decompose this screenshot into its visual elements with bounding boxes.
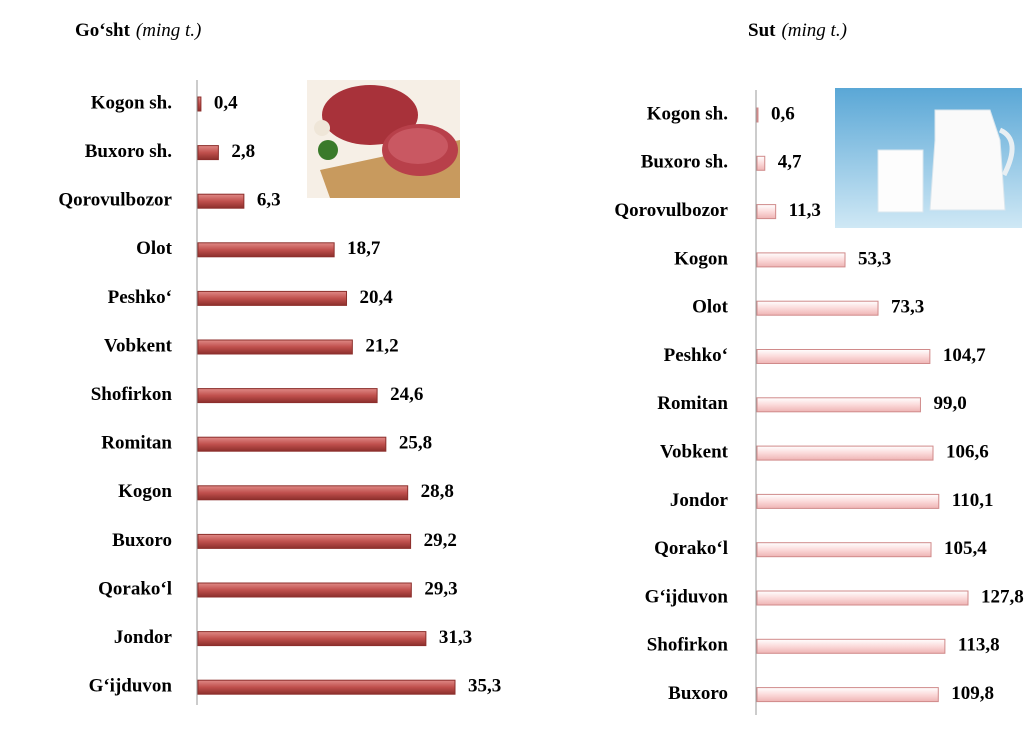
category-label: Jondor xyxy=(670,490,729,511)
value-label: 109,8 xyxy=(951,683,994,704)
category-label: Peshko‘ xyxy=(108,287,172,308)
value-label: 127,8 xyxy=(981,586,1024,607)
category-label: Romitan xyxy=(101,433,172,454)
value-label: 18,7 xyxy=(347,238,381,259)
category-label: Buxoro sh. xyxy=(641,152,728,173)
subtitle: (ming t.) xyxy=(136,20,201,41)
bar xyxy=(756,542,932,558)
bar xyxy=(756,397,921,413)
category-label: Peshko‘ xyxy=(664,345,728,366)
value-label: 0,4 xyxy=(214,92,238,113)
bar xyxy=(197,436,387,452)
bar xyxy=(197,339,353,355)
bar xyxy=(756,638,946,654)
value-label: 99,0 xyxy=(933,393,966,414)
milk-photo xyxy=(835,88,1022,228)
value-label: 2,8 xyxy=(231,141,255,162)
value-label: 53,3 xyxy=(858,248,891,269)
category-label: Buxoro xyxy=(668,683,728,704)
meat-photo xyxy=(307,80,460,198)
value-label: 113,8 xyxy=(958,635,1000,656)
bar xyxy=(756,445,934,461)
chart-title: Sut (ming t.) xyxy=(748,20,847,41)
value-label: 104,7 xyxy=(943,345,986,366)
bar xyxy=(197,96,202,112)
category-label: Vobkent xyxy=(104,335,173,356)
bar xyxy=(756,493,940,509)
bar xyxy=(756,252,846,268)
title: Sut xyxy=(748,20,776,41)
value-label: 4,7 xyxy=(778,152,802,173)
category-label: Olot xyxy=(136,238,173,259)
value-label: 106,6 xyxy=(946,441,989,462)
value-label: 31,3 xyxy=(439,627,472,648)
value-label: 73,3 xyxy=(891,297,924,318)
category-label: Vobkent xyxy=(660,441,729,462)
category-label: Romitan xyxy=(657,393,728,414)
value-label: 24,6 xyxy=(390,384,423,405)
category-label: Olot xyxy=(692,297,729,318)
bar xyxy=(197,679,456,695)
value-label: 21,2 xyxy=(365,335,398,356)
value-label: 28,8 xyxy=(421,481,454,502)
bar xyxy=(756,204,777,220)
bar xyxy=(197,582,412,598)
value-label: 25,8 xyxy=(399,433,432,454)
value-label: 11,3 xyxy=(789,200,821,221)
bar xyxy=(197,145,219,161)
category-label: Qorako‘l xyxy=(98,578,172,599)
bar xyxy=(197,631,427,647)
bar xyxy=(197,485,409,501)
bar xyxy=(756,349,931,364)
category-label: Shofirkon xyxy=(91,384,173,405)
category-label: Buxoro xyxy=(112,530,172,551)
bar xyxy=(197,533,412,549)
category-label: Kogon sh. xyxy=(647,103,728,124)
bar xyxy=(197,388,378,404)
category-label: G‘ijduvon xyxy=(645,586,729,607)
subtitle: (ming t.) xyxy=(781,20,846,41)
bar xyxy=(756,687,939,703)
category-label: Qorako‘l xyxy=(654,538,728,559)
bar xyxy=(756,590,969,606)
value-label: 20,4 xyxy=(360,287,394,308)
bar xyxy=(756,300,879,316)
category-label: Qorovulbozor xyxy=(614,200,728,221)
value-label: 105,4 xyxy=(944,538,987,559)
value-label: 29,3 xyxy=(424,578,457,599)
bar xyxy=(197,193,245,209)
category-label: Jondor xyxy=(114,627,173,648)
category-label: Shofirkon xyxy=(647,635,729,656)
value-label: 29,2 xyxy=(424,530,457,551)
value-label: 110,1 xyxy=(952,490,994,511)
value-label: 35,3 xyxy=(468,676,501,697)
bar xyxy=(756,155,766,171)
category-label: G‘ijduvon xyxy=(89,676,173,697)
value-label: 6,3 xyxy=(257,190,281,211)
category-label: Kogon sh. xyxy=(91,92,172,113)
category-label: Buxoro sh. xyxy=(85,141,172,162)
value-label: 0,6 xyxy=(771,103,795,124)
title: Go‘sht xyxy=(75,20,131,41)
chart-title: Go‘sht (ming t.) xyxy=(75,20,201,41)
bar xyxy=(756,107,759,123)
category-label: Kogon xyxy=(118,481,172,502)
category-label: Kogon xyxy=(674,248,728,269)
category-label: Qorovulbozor xyxy=(58,190,172,211)
bar xyxy=(197,242,335,258)
bar xyxy=(197,290,348,306)
